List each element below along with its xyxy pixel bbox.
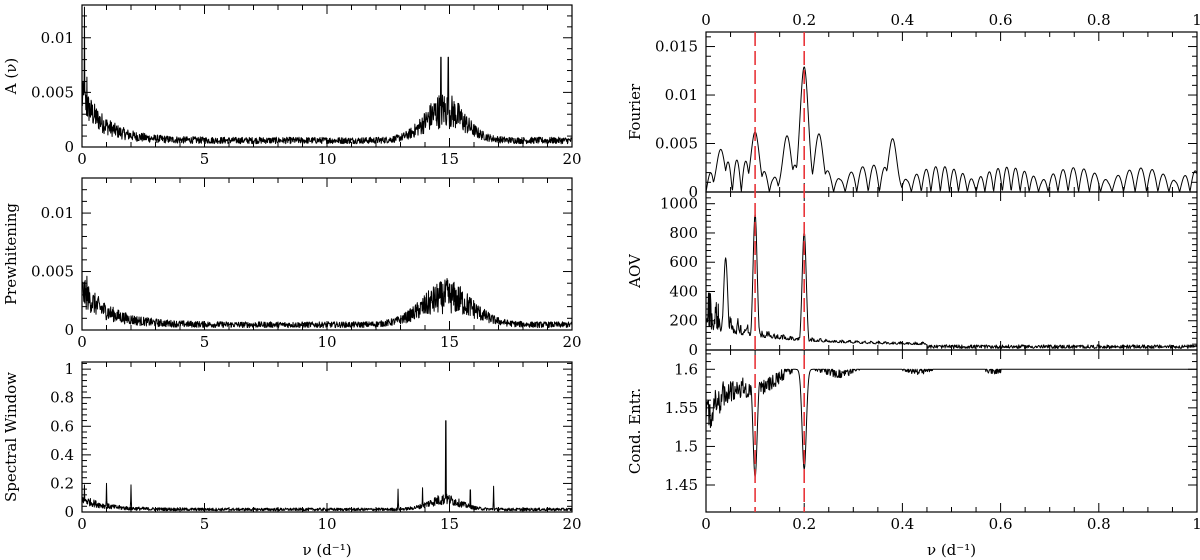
series-line-fourier bbox=[705, 66, 1198, 193]
x-tick-label: 15 bbox=[440, 150, 459, 168]
plot-frame-prewhitening bbox=[81, 177, 573, 331]
y-tick-label: 0.015 bbox=[655, 38, 698, 56]
y-tick-label: 0 bbox=[64, 321, 74, 339]
plot-frame-fourier bbox=[705, 31, 1198, 193]
panel-amplitude: 0 0.005 0.01 0 5 10 15 20 A (ν) bbox=[2, 4, 582, 168]
x-tick-label: 5 bbox=[200, 515, 210, 533]
x-axis-title: ν (d⁻¹) bbox=[302, 541, 351, 559]
series-line-amplitude bbox=[81, 6, 573, 145]
y-tick-label: 1.45 bbox=[665, 476, 698, 494]
x-tick-label: 0.2 bbox=[792, 515, 816, 533]
series-line-prewhitening bbox=[81, 275, 573, 329]
x-axis-title: ν (d⁻¹) bbox=[927, 541, 976, 559]
x-tick-label: 20 bbox=[562, 333, 581, 351]
panel-prewhitening: 0 0.005 0.01 0 5 10 15 20 Prewhitening bbox=[2, 177, 582, 351]
x-tick-label: 0 bbox=[77, 515, 87, 533]
x-tick-label: 5 bbox=[200, 333, 210, 351]
panel-aov: 0 200 400 600 800 1000 AOV bbox=[626, 191, 1198, 359]
y-axis-title: Cond. Entr. bbox=[626, 388, 644, 474]
panel-spectral-window: 00.20.40.60.810 5 10 15 20ν (d⁻¹)Spectral Wi… bbox=[2, 360, 582, 559]
series-line-conditional-entropy bbox=[705, 368, 1198, 478]
y-axis-title: AOV bbox=[626, 253, 644, 289]
plot-frame-aov bbox=[705, 191, 1198, 351]
y-tick-label: 1.5 bbox=[674, 437, 698, 455]
plot-frame-spectral-window bbox=[81, 361, 573, 513]
plot-frame-amplitude bbox=[81, 4, 573, 148]
y-tick-label: 0.8 bbox=[50, 389, 74, 407]
y-tick-label: 0.6 bbox=[50, 417, 74, 435]
x-tick-label: 0.6 bbox=[989, 515, 1013, 533]
y-tick-label: 1.55 bbox=[665, 399, 698, 417]
x-tick-label-top: 0.6 bbox=[989, 11, 1013, 29]
x-tick-label-top: 0.4 bbox=[890, 11, 914, 29]
x-tick-label: 0 bbox=[701, 515, 711, 533]
y-axis-title: Fourier bbox=[626, 83, 644, 140]
y-tick-label: 1000 bbox=[660, 195, 698, 213]
y-tick-label: 0.2 bbox=[50, 474, 74, 492]
x-tick-label: 20 bbox=[562, 515, 581, 533]
y-tick-label: 0.005 bbox=[31, 263, 74, 281]
x-tick-label: 15 bbox=[440, 333, 459, 351]
x-tick-label-top: 1 bbox=[1192, 11, 1200, 29]
x-tick-label: 5 bbox=[200, 150, 210, 168]
x-tick-label: 20 bbox=[562, 150, 581, 168]
y-tick-label: 0 bbox=[64, 138, 74, 156]
x-tick-label: 0 bbox=[77, 150, 87, 168]
y-tick-label: 0.005 bbox=[31, 83, 74, 101]
x-tick-label: 10 bbox=[317, 150, 336, 168]
x-tick-label: 15 bbox=[440, 515, 459, 533]
x-tick-label: 0 bbox=[77, 333, 87, 351]
y-tick-label: 0 bbox=[64, 503, 74, 521]
y-tick-label: 1 bbox=[64, 360, 74, 378]
y-tick-label: 0.01 bbox=[41, 204, 74, 222]
x-tick-label: 10 bbox=[317, 515, 336, 533]
x-tick-label-top: 0.8 bbox=[1087, 11, 1111, 29]
y-axis-title: A (ν) bbox=[2, 58, 20, 95]
y-tick-label: 0 bbox=[688, 183, 698, 201]
y-tick-label: 600 bbox=[669, 253, 698, 271]
y-axis-title: Prewhitening bbox=[2, 203, 20, 305]
series-line-spectral-window bbox=[81, 420, 573, 512]
y-tick-label: 0.01 bbox=[665, 86, 698, 104]
y-tick-label: 0 bbox=[688, 341, 698, 359]
y-tick-label: 200 bbox=[669, 312, 698, 330]
series-line-aov bbox=[705, 213, 1198, 350]
x-tick-label: 0.8 bbox=[1087, 515, 1111, 533]
x-tick-label: 10 bbox=[317, 333, 336, 351]
y-tick-label: 0.01 bbox=[41, 29, 74, 47]
x-tick-label-top: 0.2 bbox=[792, 11, 816, 29]
y-tick-label: 800 bbox=[669, 224, 698, 242]
x-tick-label-top: 0 bbox=[701, 11, 711, 29]
y-tick-label: 0.4 bbox=[50, 446, 74, 464]
y-tick-label: 400 bbox=[669, 282, 698, 300]
x-tick-label: 0.4 bbox=[890, 515, 914, 533]
panel-conditional-entropy: 1.45 1.5 1.55 1.6 0 0.2 0.4 0.6 0.8 1 ν (d⁻¹) Cond.… bbox=[626, 349, 1200, 559]
x-tick-label: 1 bbox=[1192, 515, 1200, 533]
y-tick-label: 1.6 bbox=[674, 360, 698, 378]
y-tick-label: 0.005 bbox=[655, 135, 698, 153]
y-axis-title: Spectral Window bbox=[2, 372, 20, 502]
